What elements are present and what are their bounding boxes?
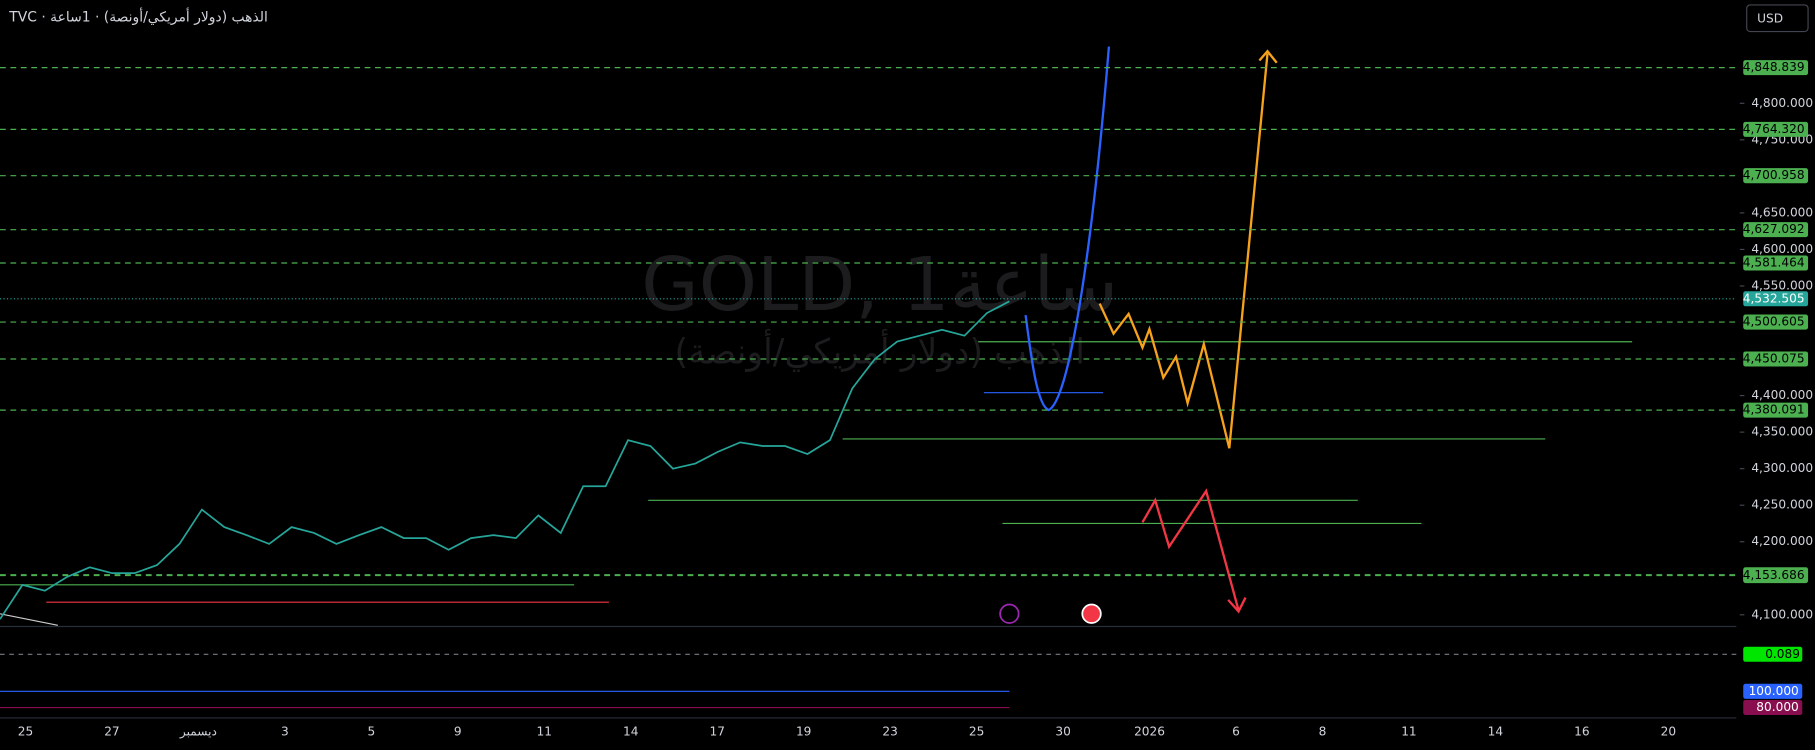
level-label: 4,700.958 xyxy=(1743,168,1805,182)
event-icon[interactable] xyxy=(1081,603,1102,624)
x-tick-label: 9 xyxy=(454,724,462,738)
x-tick-label: 30 xyxy=(1055,724,1070,738)
y-tick-label: 4,300.000 xyxy=(1751,461,1813,475)
level-label: 4,764.320 xyxy=(1743,122,1805,136)
event-icon[interactable] xyxy=(999,603,1020,624)
x-tick-label: 27 xyxy=(104,724,119,738)
level-badge xyxy=(1743,168,1809,184)
level-badge xyxy=(1743,60,1809,76)
x-tick-label: 25 xyxy=(969,724,984,738)
x-tick-label: 19 xyxy=(796,724,811,738)
x-tick-label: 11 xyxy=(537,724,552,738)
x-tick-label: 17 xyxy=(709,724,724,738)
x-tick-label: 20 xyxy=(1661,724,1676,738)
level-label: 4,380.091 xyxy=(1743,403,1805,417)
x-tick-label: 6 xyxy=(1232,724,1240,738)
level-badge xyxy=(1743,121,1809,137)
y-tick-label: 4,550.000 xyxy=(1751,278,1813,292)
y-tick-label: 4,600.000 xyxy=(1751,242,1813,256)
y-tick-label: 4,650.000 xyxy=(1751,205,1813,219)
level-badge xyxy=(1743,351,1809,367)
indicator-label: 80.000 xyxy=(1756,700,1798,714)
level-badge xyxy=(1743,314,1809,330)
watermark-description: الذهب (دولار أمريكي/أونصة) xyxy=(674,328,1084,372)
oscillator-badge xyxy=(1743,646,1803,662)
level-badge xyxy=(1743,222,1809,238)
x-tick-label: 25 xyxy=(18,724,33,738)
currency-label: USD xyxy=(1757,11,1783,25)
level-label: 4,153.686 xyxy=(1743,568,1805,582)
last-price-label: 4,532.505 xyxy=(1743,291,1805,305)
level-label: 4,450.075 xyxy=(1743,352,1805,366)
x-tick-label: ديسمبر xyxy=(179,724,217,739)
x-tick-label: 5 xyxy=(367,724,375,738)
indicator-label: 100.000 xyxy=(1749,684,1799,698)
symbol-title: TVC · الذهب (دولار أمريكي/أونصة) · 1ساعة xyxy=(8,8,268,26)
currency-button[interactable] xyxy=(1746,4,1809,33)
oscillator-label: 0.089 xyxy=(1765,647,1800,661)
level-label: 4,500.605 xyxy=(1743,315,1805,329)
indicator-badge xyxy=(1743,700,1803,716)
x-tick-label: 16 xyxy=(1574,724,1589,738)
y-tick-label: 4,800.000 xyxy=(1751,96,1813,110)
support-lines xyxy=(0,341,1633,626)
x-tick-label: 2026 xyxy=(1134,724,1165,738)
x-tick-label: 11 xyxy=(1401,724,1416,738)
level-badge xyxy=(1743,255,1809,271)
x-tick-label: 3 xyxy=(281,724,289,738)
level-label: 4,627.092 xyxy=(1743,222,1805,236)
y-tick-label: 4,250.000 xyxy=(1751,498,1813,512)
x-tick-label: 14 xyxy=(1488,724,1504,738)
y-tick-label: 4,400.000 xyxy=(1751,388,1813,402)
level-badge xyxy=(1743,568,1809,584)
indicator-badge xyxy=(1743,683,1803,699)
last-price-badge xyxy=(1743,291,1809,307)
watermark-symbol: GOLD, 1ساعة xyxy=(641,242,1118,328)
x-tick-label: 14 xyxy=(623,724,639,738)
level-badge xyxy=(1743,402,1809,418)
level-label: 4,848.839 xyxy=(1743,60,1805,74)
y-tick-label: 4,350.000 xyxy=(1751,425,1813,439)
price-line xyxy=(0,300,1010,620)
x-tick-label: 8 xyxy=(1319,724,1327,738)
x-tick-label: 23 xyxy=(882,724,897,738)
y-tick-label: 4,100.000 xyxy=(1751,607,1813,621)
level-label: 4,581.464 xyxy=(1743,255,1805,269)
y-tick-label: 4,200.000 xyxy=(1751,534,1813,548)
